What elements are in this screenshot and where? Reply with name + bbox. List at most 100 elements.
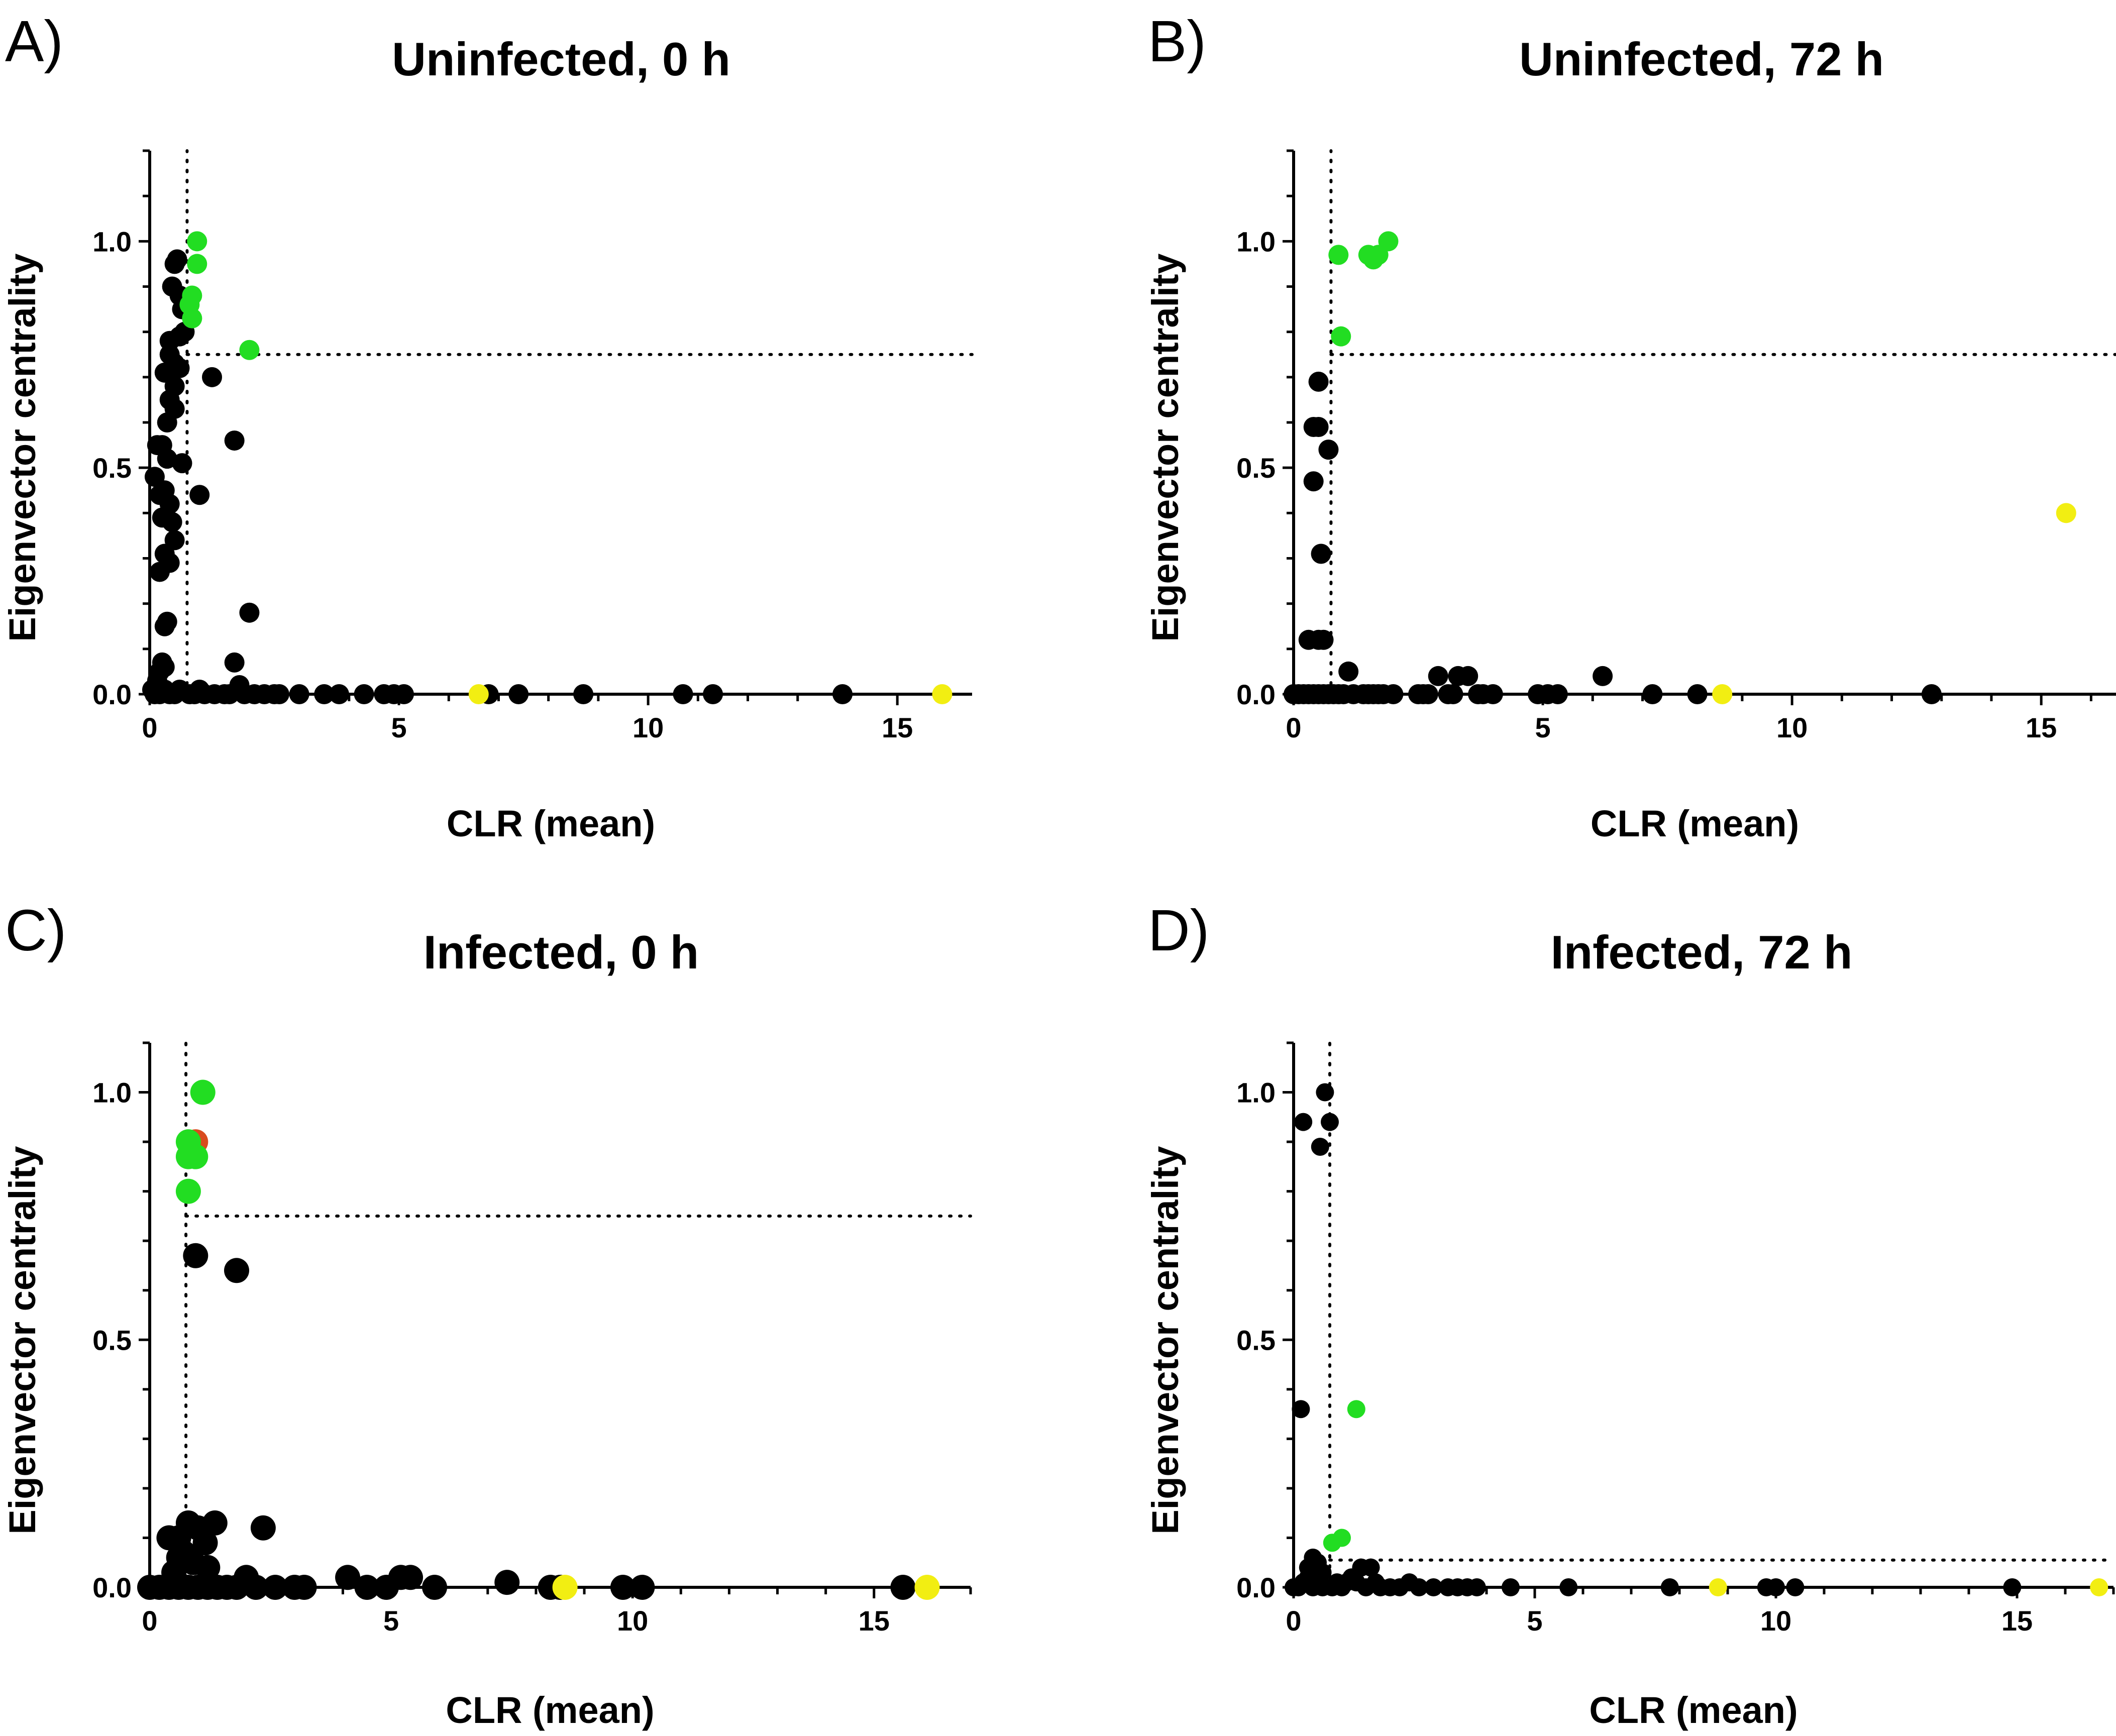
chart-d-y-axis-title: Eigenvector centrality — [1144, 1146, 1186, 1534]
chart-c-point-yellow — [552, 1575, 578, 1600]
chart-a-point-black — [832, 684, 853, 704]
chart-d-point-green — [1323, 1534, 1341, 1552]
chart-d-point-black — [1660, 1578, 1679, 1596]
chart-d-point-yellow — [2090, 1578, 2108, 1596]
chart-a-point-green — [187, 231, 207, 252]
chart-c-point-green — [183, 1144, 208, 1169]
chart-a-point-black — [162, 512, 182, 532]
chart-b-point-black — [1318, 440, 1339, 460]
chart-b-y-axis-title: Eigenvector centrality — [1144, 253, 1186, 641]
chart-c-point-black — [195, 1555, 221, 1580]
chart-d-point-black — [1559, 1578, 1578, 1596]
chart-c-point-black — [291, 1575, 317, 1600]
chart-b-point-black — [1338, 661, 1359, 682]
chart-d-title: Infected, 72 h — [1551, 926, 1853, 979]
chart-c-point-black — [422, 1575, 448, 1600]
chart-a-point-black — [149, 661, 170, 682]
chart-a-x-axis-title: CLR (mean) — [447, 803, 655, 844]
chart-d-point-black — [1321, 1113, 1339, 1131]
chart-c-point-green — [175, 1178, 201, 1204]
chart-d-x-tick-label: 5 — [1527, 1605, 1542, 1637]
chart-a-point-black — [224, 652, 245, 673]
chart-a-series-black — [142, 249, 853, 704]
chart-c-point-black — [494, 1570, 520, 1595]
chart-c-point-black — [243, 1575, 269, 1600]
chart-c-y-tick-label: 0.0 — [92, 1572, 132, 1603]
chart-c-point-black — [398, 1565, 424, 1590]
chart-d-point-black — [1424, 1578, 1443, 1596]
chart-c-point-green — [190, 1079, 216, 1105]
chart-a-point-yellow — [468, 684, 489, 704]
chart-c-series-yellow — [552, 1575, 940, 1600]
chart-b-point-black — [1383, 684, 1404, 704]
chart-a-x-tick-label: 0 — [142, 712, 157, 743]
chart-b-y-tick-label: 0.0 — [1236, 679, 1276, 710]
chart-b-x-axis-title: CLR (mean) — [1591, 803, 1799, 844]
chart-b-point-black — [1547, 684, 1568, 704]
chart-b-x-tick-label: 15 — [2026, 712, 2057, 743]
chart-d-x-tick-label: 10 — [1760, 1605, 1791, 1637]
chart-b-series-yellow — [1712, 503, 2076, 704]
chart-d-point-black — [1786, 1578, 1805, 1596]
chart-d-point-green — [1347, 1400, 1365, 1419]
chart-a-point-black — [169, 358, 190, 378]
chart-a-point-black — [202, 367, 223, 387]
chart-a-point-black — [314, 684, 335, 704]
chart-c-point-black — [262, 1575, 288, 1600]
chart-b-x-tick-label: 5 — [1535, 712, 1550, 743]
chart-a-x-tick-label: 10 — [632, 712, 664, 743]
chart-c-point-black — [192, 1530, 218, 1556]
chart-a-point-black — [269, 684, 289, 704]
chart-c-point-black — [890, 1575, 916, 1600]
chart-a-point-black — [508, 684, 529, 704]
chart-a-point-black — [239, 602, 260, 623]
chart-d-point-black — [1502, 1578, 1520, 1596]
chart-d-point-black — [1311, 1137, 1329, 1156]
chart-b-point-black — [1311, 544, 1331, 564]
chart-a-panel-label: A) — [5, 9, 63, 74]
chart-b-point-yellow — [2056, 503, 2076, 523]
chart-a-point-black — [157, 412, 177, 432]
chart-d-point-black — [1316, 1083, 1334, 1102]
chart-c-point-black — [250, 1515, 276, 1541]
chart-b-point-green — [1328, 245, 1349, 265]
chart-c-x-tick-label: 15 — [859, 1605, 890, 1637]
chart-a-point-black — [149, 562, 170, 582]
chart-a-point-black — [189, 485, 210, 505]
chart-b-x-tick-label: 10 — [1776, 712, 1808, 743]
chart-c-point-black — [202, 1510, 228, 1536]
chart-a-point-black — [219, 684, 240, 704]
chart-b-point-black — [1921, 684, 1942, 704]
chart-a-y-tick-label: 0.0 — [92, 679, 132, 710]
chart-b-panel-label: B) — [1148, 9, 1206, 74]
chart-a-title: Uninfected, 0 h — [392, 33, 730, 85]
chart-c: C) Infected, 0 h 0 5 10 15 0.0 0.5 1.0 CLR (mean)… — [2, 898, 972, 1731]
chart-a-point-yellow — [932, 684, 953, 704]
chart-d-y-tick-label: 0.0 — [1236, 1572, 1276, 1603]
chart-d-point-black — [1361, 1558, 1380, 1577]
chart-b: B) Uninfected, 72 h 0 5 10 15 0.0 0.5 1.0 CLR (me… — [1144, 9, 2116, 844]
chart-a-point-black — [172, 453, 192, 474]
chart-d: D) Infected, 72 h 0 5 10 15 0.0 0.5 1.0 CLR (mean… — [1144, 898, 2115, 1731]
chart-b-y-tick-label: 1.0 — [1236, 226, 1276, 257]
chart-c-series-green — [175, 1079, 216, 1204]
chart-a-point-black — [393, 684, 414, 704]
chart-b-point-black — [1313, 629, 1334, 650]
chart-d-series-yellow — [1709, 1578, 2108, 1596]
chart-b-point-black — [1593, 666, 1613, 686]
chart-a-point-black — [573, 684, 594, 704]
chart-c-panel-label: C) — [5, 898, 66, 963]
chart-c-title: Infected, 0 h — [424, 926, 699, 979]
chart-c-point-black — [166, 1545, 191, 1570]
chart-a-point-black — [354, 684, 374, 704]
chart-d-y-tick-label: 0.5 — [1236, 1324, 1276, 1356]
chart-b-series-black — [1284, 371, 1942, 704]
chart-d-series-green — [1323, 1400, 1365, 1552]
chart-c-x-tick-label: 5 — [383, 1605, 399, 1637]
chart-d-series-black — [1285, 1083, 2022, 1596]
chart-d-point-yellow — [1709, 1578, 1727, 1596]
chart-c-x-tick-label: 10 — [617, 1605, 648, 1637]
chart-c-y-axis-title: Eigenvector centrality — [2, 1146, 43, 1534]
chart-b-point-black — [1687, 684, 1708, 704]
